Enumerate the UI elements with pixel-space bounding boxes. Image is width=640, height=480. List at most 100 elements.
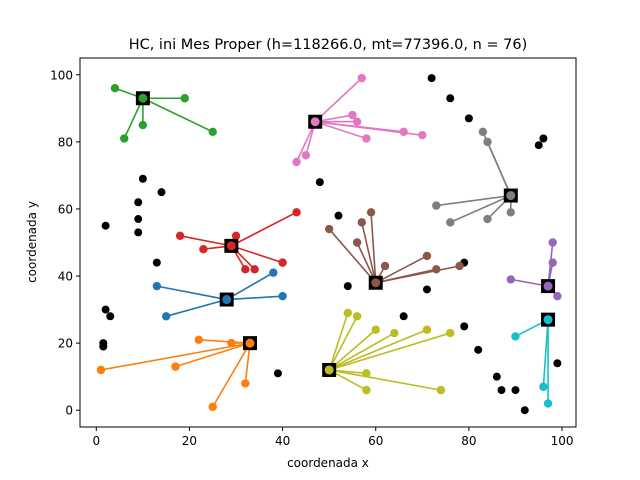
cluster-link-line	[226, 271, 274, 301]
y-tick-label: 0	[65, 404, 73, 418]
unassigned-point	[101, 221, 110, 230]
cluster-point	[446, 218, 455, 227]
unassigned-point	[492, 372, 501, 381]
cluster-point	[171, 362, 180, 371]
unassigned-point	[474, 345, 483, 354]
cluster-point	[269, 268, 278, 277]
cluster-point	[362, 369, 371, 378]
cluster-point	[208, 402, 217, 412]
cluster-point	[241, 379, 250, 388]
cluster-point	[362, 385, 371, 395]
cluster-point	[110, 83, 120, 93]
cluster-point	[278, 258, 287, 267]
cluster-point	[483, 137, 492, 147]
y-tick-label: 40	[58, 270, 73, 284]
cluster-point	[506, 208, 515, 217]
cluster-center-point	[506, 191, 516, 201]
cluster-link-line	[212, 342, 251, 408]
y-tick-label: 100	[50, 68, 73, 82]
cluster-point	[292, 208, 301, 217]
cluster-link-line	[328, 228, 377, 284]
unassigned-point	[334, 211, 343, 220]
cluster-point	[390, 328, 399, 338]
cluster-group	[96, 335, 257, 412]
cluster-link-line	[100, 342, 251, 371]
cluster-point	[180, 94, 189, 103]
unassigned-point	[343, 282, 352, 291]
cluster-group	[152, 268, 287, 321]
cluster-point	[483, 214, 492, 224]
cluster-point	[362, 134, 371, 143]
unassigned-point	[553, 359, 562, 368]
y-tick-label: 20	[58, 337, 73, 351]
cluster-point	[301, 151, 311, 160]
cluster-point	[366, 208, 376, 217]
cluster-link-line	[436, 194, 511, 207]
cluster-point	[422, 251, 432, 261]
unassigned-point	[134, 198, 143, 207]
cluster-point	[478, 127, 488, 136]
cluster-link-line	[449, 194, 512, 224]
axes-frame	[79, 57, 577, 428]
x-tick-label: 0	[92, 434, 100, 448]
cluster-center-point	[138, 93, 148, 103]
cluster-center-point	[371, 278, 381, 288]
cluster-point	[511, 332, 520, 341]
unassigned-point	[101, 305, 110, 314]
unassigned-point	[99, 342, 108, 351]
cluster-group	[292, 73, 427, 167]
y-axis-ticks: 0 20 40 60 80 100	[50, 68, 80, 418]
cluster-point	[422, 325, 432, 334]
cluster-point	[432, 201, 441, 210]
unassigned-point	[534, 141, 543, 150]
cluster-point	[380, 261, 390, 271]
cluster-point	[418, 130, 427, 140]
x-tick-label: 100	[551, 434, 574, 448]
unassigned-point	[134, 228, 143, 237]
unassigned-point	[539, 134, 548, 143]
unassigned-point	[157, 188, 166, 197]
cluster-point	[357, 218, 366, 227]
cluster-center-point	[543, 281, 553, 291]
cluster-point	[446, 328, 455, 338]
unassigned-point	[399, 312, 408, 321]
cluster-link-line	[142, 97, 214, 133]
unassigned-point	[497, 386, 506, 395]
cluster-link-line	[375, 255, 428, 284]
cluster-point	[231, 231, 241, 240]
unassigned-point	[446, 94, 455, 103]
cluster-point	[161, 312, 171, 321]
cluster-point	[548, 258, 557, 267]
unassigned-point	[273, 369, 282, 378]
x-axis-ticks: 0 20 40 60 80 100	[92, 427, 573, 448]
cluster-point	[543, 399, 553, 408]
unassigned-point	[511, 386, 520, 395]
cluster-point	[324, 224, 334, 234]
cluster-group	[110, 83, 217, 143]
cluster-group	[324, 208, 464, 290]
cluster-point	[506, 275, 515, 284]
y-axis-label: coordenada y	[25, 201, 39, 283]
cluster-point	[343, 308, 352, 318]
cluster-point	[138, 120, 148, 130]
cluster-point	[194, 335, 203, 344]
cluster-point	[208, 127, 217, 136]
cluster-link-line	[231, 245, 283, 264]
cluster-link-line	[375, 265, 460, 284]
y-tick-label: 80	[58, 135, 73, 149]
cluster-point	[241, 265, 250, 274]
y-tick-label: 60	[58, 202, 73, 216]
cluster-point	[371, 325, 380, 334]
cluster-center-point	[222, 295, 232, 305]
x-tick-label: 40	[275, 434, 290, 448]
cluster-center-point	[245, 338, 255, 348]
unassigned-point	[106, 312, 115, 321]
x-tick-label: 20	[182, 434, 197, 448]
cluster-link-line	[328, 312, 349, 371]
x-tick-label: 80	[461, 434, 476, 448]
cluster-point	[250, 265, 259, 274]
unassigned-point	[427, 74, 436, 83]
cluster-center-point	[324, 365, 334, 375]
unassigned-point	[138, 174, 147, 183]
